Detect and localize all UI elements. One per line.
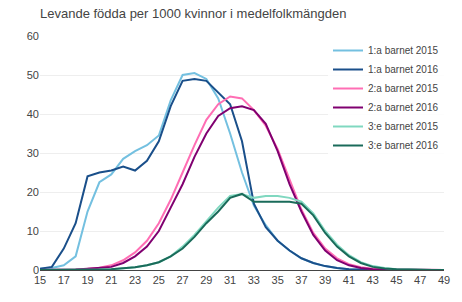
svg-text:49: 49	[438, 274, 450, 286]
svg-text:41: 41	[343, 274, 355, 286]
svg-text:15: 15	[34, 274, 46, 286]
svg-text:25: 25	[153, 274, 165, 286]
svg-text:37: 37	[295, 274, 307, 286]
svg-text:20: 20	[27, 186, 39, 198]
svg-text:30: 30	[27, 147, 39, 159]
svg-text:47: 47	[414, 274, 426, 286]
svg-text:31: 31	[224, 274, 236, 286]
svg-text:17: 17	[58, 274, 70, 286]
svg-text:Levande födda per 1000 kvinnor: Levande födda per 1000 kvinnor i medelfo…	[40, 6, 346, 21]
svg-text:50: 50	[27, 69, 39, 81]
svg-text:1:a barnet 2016: 1:a barnet 2016	[368, 64, 438, 75]
svg-text:35: 35	[272, 274, 284, 286]
svg-text:0: 0	[33, 264, 39, 276]
svg-text:3:e barnet 2015: 3:e barnet 2015	[368, 121, 438, 132]
svg-text:39: 39	[319, 274, 331, 286]
svg-text:10: 10	[27, 225, 39, 237]
svg-text:2:a barnet 2015: 2:a barnet 2015	[368, 83, 438, 94]
svg-text:1:a barnet 2015: 1:a barnet 2015	[368, 45, 438, 56]
svg-text:60: 60	[27, 30, 39, 42]
svg-text:23: 23	[129, 274, 141, 286]
svg-text:19: 19	[81, 274, 93, 286]
svg-text:27: 27	[176, 274, 188, 286]
svg-text:2:a barnet 2016: 2:a barnet 2016	[368, 102, 438, 113]
svg-text:33: 33	[248, 274, 260, 286]
svg-text:45: 45	[390, 274, 402, 286]
svg-text:29: 29	[200, 274, 212, 286]
svg-text:43: 43	[367, 274, 379, 286]
svg-text:3:e barnet 2016: 3:e barnet 2016	[368, 140, 438, 151]
svg-text:40: 40	[27, 108, 39, 120]
svg-text:21: 21	[105, 274, 117, 286]
